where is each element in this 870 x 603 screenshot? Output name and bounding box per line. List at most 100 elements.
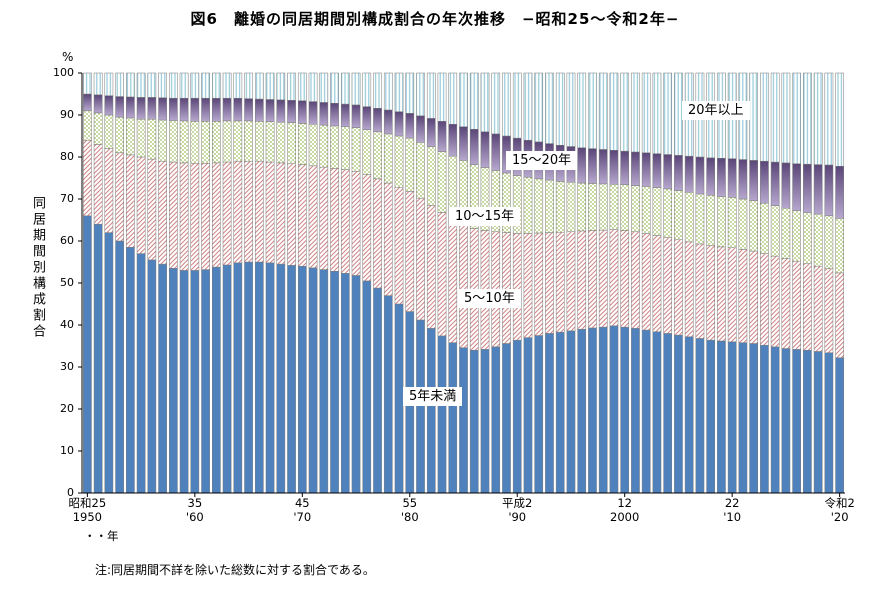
- bar-segment: [502, 72, 511, 137]
- x-tick-era-label: 55: [402, 496, 418, 510]
- bar-segment: [265, 262, 275, 494]
- bar-segment: [287, 265, 296, 494]
- bar-segment: [244, 120, 253, 162]
- bar-segment: [727, 158, 737, 198]
- bar-segment: [674, 334, 683, 494]
- bar-segment: [169, 97, 178, 121]
- bar-segment: [835, 72, 844, 167]
- bar-segment: [201, 97, 210, 122]
- bar-segment: [512, 233, 522, 341]
- bar-segment: [717, 246, 726, 342]
- bar-segment: [738, 198, 748, 250]
- bar-segment: [803, 163, 812, 213]
- bar-segment: [362, 72, 372, 107]
- bar-segment: [115, 240, 124, 494]
- bar-segment: [792, 72, 801, 164]
- bar-segment: [254, 121, 264, 162]
- bar-segment: [534, 232, 544, 336]
- bar-segment: [598, 72, 608, 150]
- bar-segment: [212, 266, 221, 494]
- bar-segment: [480, 72, 490, 133]
- bar-segment: [340, 126, 350, 170]
- bar-segment: [803, 72, 812, 165]
- bar-segment: [448, 218, 458, 343]
- bar-segment: [126, 117, 135, 156]
- bar-segment: [276, 72, 286, 101]
- bar-segment: [749, 160, 758, 201]
- bar-segment: [93, 112, 103, 145]
- bar-segment: [663, 154, 673, 190]
- bar-segment: [158, 160, 167, 265]
- bar-segment: [717, 196, 726, 248]
- bar-segment: [727, 247, 737, 343]
- bar-segment: [233, 72, 243, 99]
- bar-segment: [824, 268, 834, 353]
- bar-segment: [813, 351, 823, 494]
- bar-segment: [792, 260, 801, 350]
- bar-segment: [276, 162, 286, 265]
- series-label-15-20: 15～20年: [506, 151, 578, 170]
- bar-segment: [308, 165, 318, 269]
- bar-segment: [126, 96, 135, 119]
- bar-segment: [201, 269, 210, 494]
- bar-segment: [620, 72, 630, 152]
- bar-segment: [330, 168, 339, 272]
- bar-segment: [835, 218, 844, 274]
- bar-segment: [781, 258, 791, 349]
- bar-segment: [770, 205, 780, 257]
- bar-segment: [340, 169, 350, 274]
- bar-segment: [523, 337, 533, 494]
- bar-segment: [631, 231, 640, 329]
- bar-segment: [104, 114, 114, 149]
- bar-segment: [459, 347, 468, 494]
- bar-segment: [383, 109, 393, 135]
- bar-segment: [222, 161, 232, 266]
- bar-segment: [104, 148, 114, 233]
- bar-segment: [760, 253, 769, 346]
- bar-segment: [319, 269, 329, 494]
- bar-segment: [566, 72, 576, 147]
- bar-segment: [179, 162, 189, 271]
- bar-segment: [760, 202, 769, 254]
- bar-segment: [663, 188, 673, 238]
- bar-segment: [405, 191, 415, 312]
- bar-segment: [169, 72, 178, 99]
- bar-segment: [555, 331, 565, 494]
- bar-segment: [631, 328, 640, 494]
- x-tick-era-label: 22: [724, 496, 740, 510]
- bar-segment: [212, 121, 221, 164]
- bar-segment: [813, 265, 823, 352]
- bar-segment: [373, 108, 382, 133]
- bar-segment: [577, 147, 587, 184]
- bar-segment: [588, 327, 597, 494]
- bar-segment: [416, 319, 425, 494]
- bar-segment: [641, 233, 651, 331]
- y-axis-tick-label: 50: [60, 276, 74, 289]
- bar-segment: [448, 72, 458, 125]
- bar-segment: [469, 72, 479, 130]
- series-label-5-10: 5～10年: [458, 289, 521, 308]
- x-tick-year-label: '70: [293, 509, 312, 524]
- bar-segment: [598, 149, 608, 185]
- bar-segment: [201, 121, 210, 164]
- y-axis-tick-label: 70: [60, 192, 74, 205]
- bar-segment: [695, 193, 705, 245]
- bar-segment: [233, 97, 243, 122]
- bar-segment: [835, 165, 844, 219]
- bar-segment: [706, 339, 716, 494]
- bar-segment: [770, 161, 780, 206]
- bar-segment: [212, 162, 221, 268]
- bar-segment: [394, 135, 404, 188]
- bar-segment: [663, 237, 673, 334]
- bar-segment: [126, 154, 135, 248]
- bar-segment: [373, 131, 382, 180]
- bar-segment: [641, 186, 651, 234]
- bar-segment: [480, 349, 490, 494]
- bar-segment: [83, 139, 92, 217]
- bar-segment: [609, 325, 619, 494]
- bar-segment: [480, 131, 490, 168]
- bar-segment: [502, 343, 511, 494]
- bar-segment: [362, 280, 372, 494]
- x-tick-era-label: 令和2: [824, 496, 855, 510]
